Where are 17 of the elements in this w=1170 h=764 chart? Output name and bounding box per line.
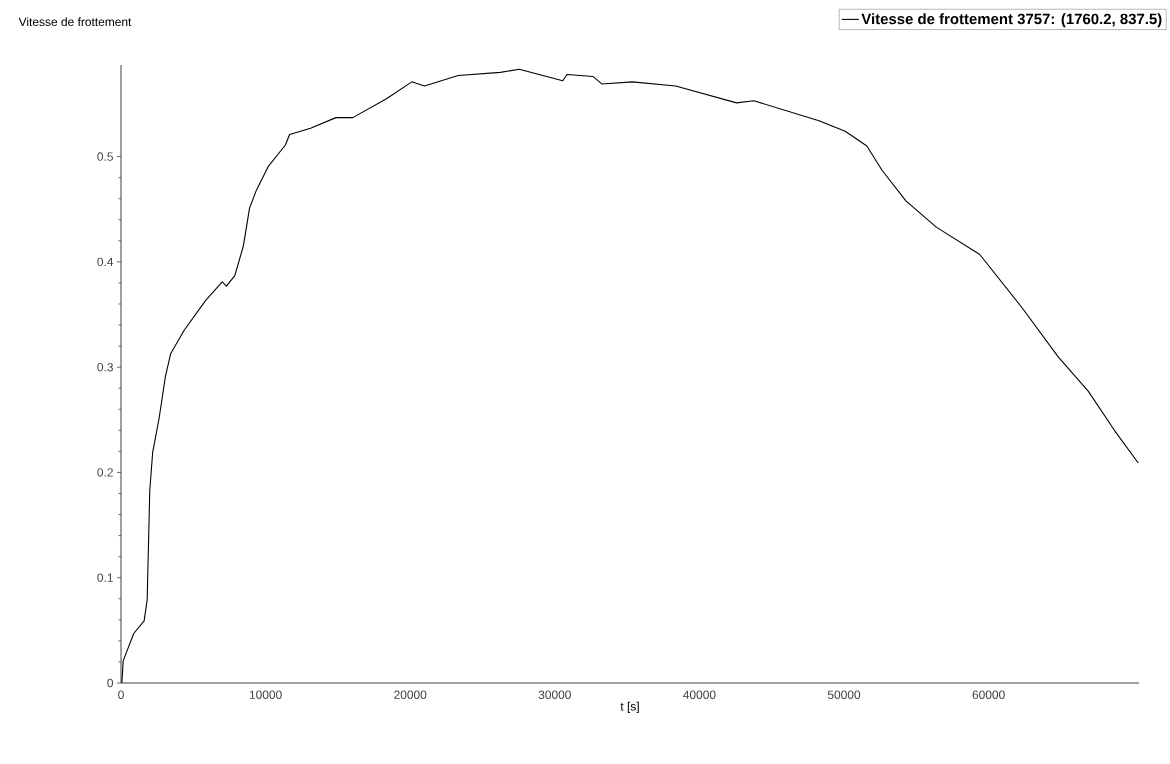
- x-axis-title: t [s]: [620, 701, 639, 713]
- x-tick-label: 20000: [394, 690, 427, 699]
- x-tick-label: 40000: [683, 690, 716, 699]
- x-tick-label: 30000: [538, 690, 571, 699]
- legend-label: Vitesse de frottement 3757: (1760.2, 837.5): [861, 13, 1162, 28]
- line-series: [121, 68, 1139, 684]
- y-tick-label: 0.2: [97, 468, 113, 477]
- x-tick-label: 60000: [972, 690, 1005, 699]
- y-tick-label: 0.4: [97, 257, 114, 267]
- y-tick-label: 0.5: [97, 152, 113, 161]
- x-tick-label: 50000: [827, 690, 861, 699]
- y-tick-label: 0: [107, 678, 114, 688]
- y-axis-title: Vitesse de frottement: [18, 17, 132, 27]
- y-tick-label: 0.1: [97, 573, 113, 582]
- x-tick-label: 10000: [249, 690, 282, 699]
- x-tick-label: 0: [118, 690, 124, 699]
- y-tick-label: 0.3: [97, 362, 113, 372]
